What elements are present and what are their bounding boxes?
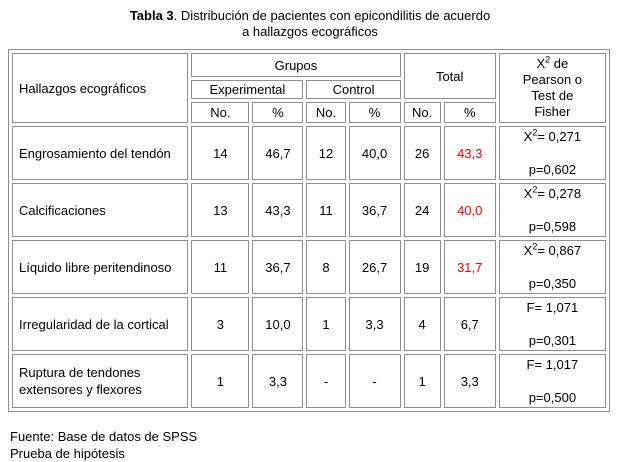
- experimental-pct: 43,3: [252, 183, 304, 237]
- stat-value: F= 1,017: [526, 357, 579, 372]
- column-header-control: Control: [306, 80, 401, 99]
- control-pct: 3,3: [348, 297, 401, 351]
- total-pct: 6,7: [443, 297, 496, 351]
- stat-cell: X2= 0,271 p=0,602: [498, 126, 606, 180]
- finding-name: Engrosamiento del tendón: [12, 126, 189, 180]
- table-row: Engrosamiento del tendón 14 46,7 12 40,0…: [12, 126, 606, 180]
- column-header-ctl-no: No.: [306, 102, 346, 123]
- control-no: 11: [306, 183, 346, 237]
- stat-value: X2= 0,867: [523, 241, 582, 258]
- column-header-ctl-pct: %: [348, 102, 401, 123]
- hypothesis-note: Prueba de hipótesis: [10, 446, 125, 461]
- control-no: 8: [306, 240, 346, 294]
- table-row: Calcificaciones 13 43,3 11 36,7 24 40,0 …: [12, 183, 606, 237]
- experimental-no: 11: [191, 240, 250, 294]
- column-header-experimental: Experimental: [191, 80, 304, 99]
- control-pct: 40,0: [348, 126, 401, 180]
- stat-header-sup: 2: [545, 54, 551, 65]
- table-row: Irregularidad de la cortical 3 10,0 1 3,…: [12, 297, 606, 351]
- finding-name: Calcificaciones: [12, 183, 189, 237]
- source-note: Fuente: Base de datos de SPSS: [10, 429, 198, 444]
- column-header-exp-pct: %: [252, 102, 304, 123]
- total-pct: 31,7: [443, 240, 496, 294]
- table-number: Tabla 3: [129, 8, 174, 23]
- total-no: 19: [403, 240, 441, 294]
- p-value: p=0,598: [528, 219, 577, 234]
- table-row: Líquido libre peritendinoso 11 36,7 8 26…: [12, 240, 606, 294]
- table-title-line1: Tabla 3. Distribución de pacientes con e…: [129, 8, 491, 23]
- control-no: 1: [306, 297, 346, 351]
- experimental-no: 13: [191, 183, 250, 237]
- p-value: p=0,500: [528, 390, 577, 405]
- experimental-no: 14: [191, 126, 250, 180]
- experimental-pct: 46,7: [252, 126, 304, 180]
- table-row: Ruptura de tendones extensores y flexore…: [12, 354, 606, 408]
- header-row-groups: Hallazgos ecográficos Grupos Total X2 de…: [12, 53, 606, 123]
- stat-cell: F= 1,017 p=0,500: [498, 354, 606, 408]
- column-header-exp-no: No.: [191, 102, 250, 123]
- experimental-no: 3: [191, 297, 250, 351]
- table-footnote: Fuente: Base de datos de SPSS Prueba de …: [10, 428, 620, 462]
- column-header-tot-pct: %: [443, 102, 496, 123]
- header-row-units: No. % No. % No. %: [12, 102, 606, 123]
- column-header-statistic: X2 de Pearson o Test de Fisher: [498, 53, 606, 123]
- column-header-tot-no: No.: [403, 102, 441, 123]
- stat-header-x: X: [536, 56, 546, 71]
- finding-name: Líquido libre peritendinoso: [12, 240, 189, 294]
- control-pct: -: [348, 354, 401, 408]
- total-no: 26: [403, 126, 441, 180]
- control-no: 12: [306, 126, 346, 180]
- header-row-subgroups: Experimental Control: [12, 80, 606, 99]
- finding-name: Ruptura de tendones extensores y flexore…: [12, 354, 189, 408]
- control-no: -: [306, 354, 346, 408]
- stat-cell: X2= 0,278 p=0,598: [498, 183, 606, 237]
- control-pct: 26,7: [348, 240, 401, 294]
- experimental-pct: 3,3: [252, 354, 304, 408]
- experimental-pct: 36,7: [252, 240, 304, 294]
- stat-value: X2= 0,278: [523, 184, 582, 201]
- p-value: p=0,350: [528, 276, 577, 291]
- finding-name: Irregularidad de la cortical: [12, 297, 189, 351]
- table-title-line2: a hallazgos ecográficos: [242, 24, 378, 39]
- p-value: p=0,602: [528, 162, 577, 177]
- stat-cell: X2= 0,867 p=0,350: [498, 240, 606, 294]
- total-no: 24: [403, 183, 441, 237]
- total-no: 1: [403, 354, 441, 408]
- control-pct: 36,7: [348, 183, 401, 237]
- total-pct: 43,3: [443, 126, 496, 180]
- stat-value: F= 1,071: [526, 300, 579, 315]
- total-no: 4: [403, 297, 441, 351]
- column-header-total: Total: [403, 53, 496, 99]
- stat-cell: F= 1,071 p=0,301: [498, 297, 606, 351]
- experimental-no: 1: [191, 354, 250, 408]
- statistics-table: Hallazgos ecográficos Grupos Total X2 de…: [8, 49, 610, 412]
- column-header-groups: Grupos: [191, 53, 401, 77]
- p-value: p=0,301: [528, 333, 577, 348]
- total-pct: 3,3: [443, 354, 496, 408]
- table-title: Tabla 3. Distribución de pacientes con e…: [0, 0, 620, 40]
- experimental-pct: 10,0: [252, 297, 304, 351]
- total-pct: 40,0: [443, 183, 496, 237]
- column-header-findings: Hallazgos ecográficos: [12, 53, 189, 123]
- stat-value: X2= 0,271: [523, 127, 582, 144]
